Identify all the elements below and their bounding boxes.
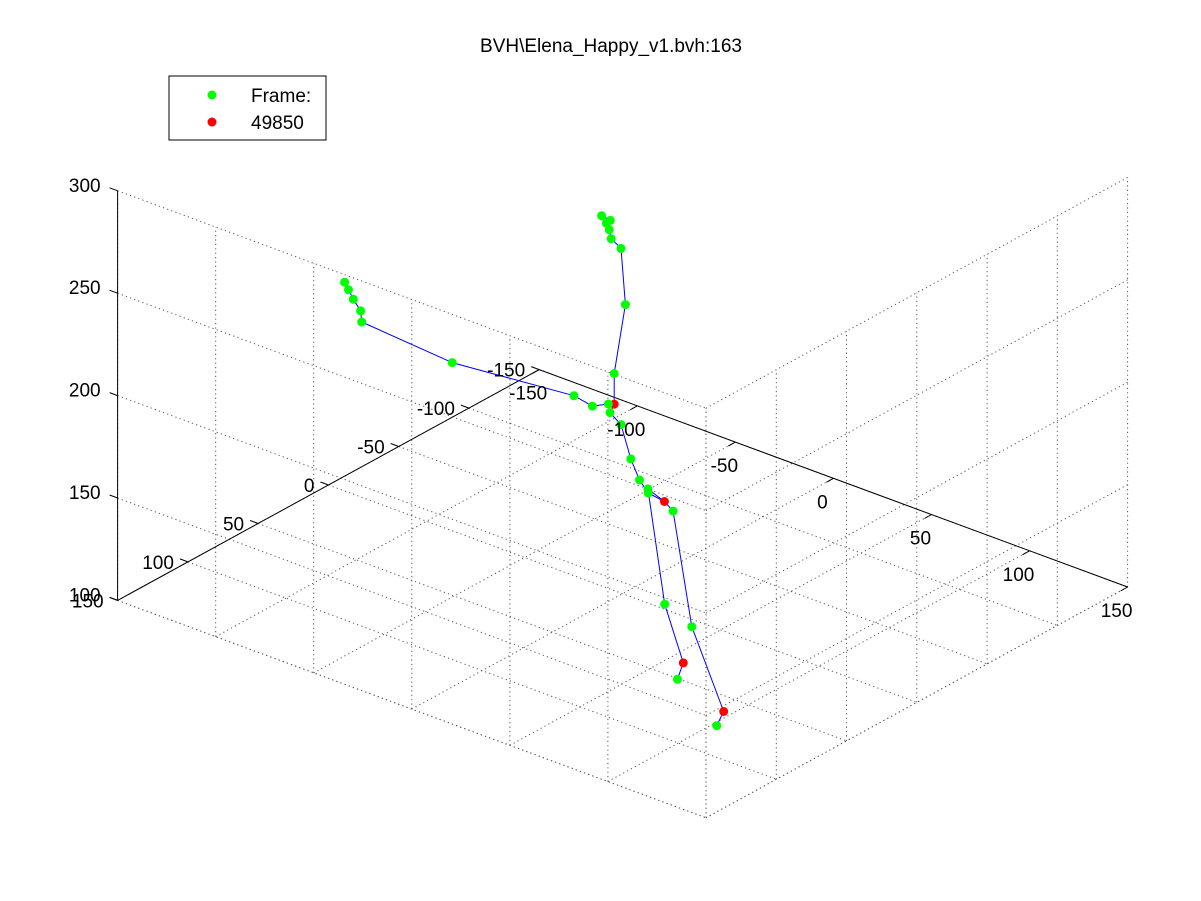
joint-point bbox=[344, 285, 353, 295]
z-tick-mark bbox=[109, 392, 118, 397]
bone-segment bbox=[664, 604, 684, 664]
tick-labels: -150-100-50050100150-150-100-50050100150… bbox=[69, 176, 1133, 622]
x-tick-label: -50 bbox=[711, 456, 738, 477]
x-tick-label: 0 bbox=[817, 492, 828, 513]
axis-layer bbox=[109, 187, 1128, 601]
z-tick-label: 300 bbox=[69, 176, 101, 197]
joint-point bbox=[672, 674, 682, 684]
joint-point bbox=[616, 243, 626, 253]
joint-point bbox=[597, 211, 607, 221]
bone-segment bbox=[620, 424, 632, 460]
legend-marker-frame bbox=[207, 90, 217, 100]
legend: Frame: 49850 bbox=[168, 75, 327, 141]
y-tick-mark bbox=[320, 481, 329, 486]
y-tick-mark bbox=[179, 558, 189, 563]
joint-point bbox=[447, 358, 457, 368]
z-tick-label: 250 bbox=[69, 278, 101, 299]
joint-point bbox=[340, 277, 350, 287]
bone-segment bbox=[691, 626, 725, 712]
grid-line bbox=[705, 279, 1128, 512]
chart-title: BVH\Elena_Happy_v1.bvh:163 bbox=[480, 36, 742, 57]
bone-segment bbox=[647, 488, 666, 605]
y-tick-mark bbox=[249, 520, 259, 524]
x-tick-mark bbox=[1022, 550, 1030, 556]
z-tick-mark bbox=[109, 187, 118, 192]
joint-point bbox=[348, 294, 358, 304]
legend-box bbox=[168, 75, 327, 141]
joint-point bbox=[606, 234, 616, 244]
x-tick-mark bbox=[728, 441, 736, 447]
x-tick-mark bbox=[531, 369, 540, 375]
x-tick-mark bbox=[924, 514, 932, 519]
x-tick-label: 150 bbox=[1101, 601, 1133, 622]
bone-segment bbox=[620, 248, 626, 305]
joint-point bbox=[616, 420, 626, 430]
grid-line bbox=[705, 381, 1128, 614]
y-tick-label: -100 bbox=[417, 399, 455, 420]
legend-label-frame-number: 49850 bbox=[251, 113, 304, 134]
x-tick-mark bbox=[826, 477, 834, 483]
y-tick-label: 150 bbox=[72, 591, 104, 612]
y-tick-label: -150 bbox=[487, 361, 525, 382]
z-tick-mark bbox=[109, 494, 118, 499]
joint-point bbox=[609, 369, 619, 378]
joint-point bbox=[712, 721, 722, 731]
bone-segment bbox=[452, 362, 575, 397]
grid-line bbox=[705, 176, 1128, 409]
joint-point bbox=[357, 317, 367, 327]
y-tick-mark bbox=[531, 366, 540, 371]
y-tick-label: -50 bbox=[357, 438, 384, 459]
y-tick-mark bbox=[460, 404, 470, 409]
joint-point bbox=[643, 488, 653, 498]
z-tick-mark bbox=[109, 289, 118, 294]
y-tick-label: 50 bbox=[223, 515, 244, 536]
marked-joint-point bbox=[659, 497, 669, 506]
marked-joint-point bbox=[719, 707, 729, 716]
joint-point bbox=[668, 506, 678, 516]
y-tick-label: 0 bbox=[304, 476, 315, 497]
joint-point bbox=[620, 300, 630, 310]
x-tick-label: -150 bbox=[509, 384, 547, 405]
grid-line bbox=[705, 484, 1128, 716]
y-tick-label: 100 bbox=[142, 553, 174, 574]
x-tick-label: -100 bbox=[607, 420, 645, 441]
bone-segment bbox=[361, 321, 453, 364]
joint-point bbox=[603, 399, 613, 409]
x-tick-label: 50 bbox=[910, 529, 931, 550]
joint-point bbox=[635, 475, 644, 485]
grid-line bbox=[313, 441, 736, 674]
legend-marker-frame-number bbox=[207, 117, 217, 127]
z-tick-mark bbox=[109, 596, 118, 601]
joint-point bbox=[569, 391, 579, 401]
joint-point bbox=[687, 622, 697, 632]
grid-line bbox=[215, 405, 638, 638]
joint-point bbox=[626, 454, 636, 464]
joint-point bbox=[605, 408, 615, 418]
x-tick-label: 100 bbox=[1003, 565, 1035, 586]
legend-label-frame: Frame: bbox=[251, 86, 311, 107]
skeleton-joints bbox=[340, 211, 729, 731]
joint-point bbox=[587, 401, 597, 411]
grid-line bbox=[705, 586, 1128, 819]
bone-segment bbox=[613, 304, 626, 374]
grid-line bbox=[607, 550, 1030, 783]
x-tick-mark bbox=[1120, 586, 1128, 592]
marked-joint-point bbox=[678, 658, 688, 668]
joint-point bbox=[356, 306, 366, 316]
z-tick-label: 200 bbox=[69, 381, 101, 402]
y-tick-mark bbox=[390, 443, 399, 447]
z-tick-label: 100 bbox=[69, 585, 101, 606]
z-tick-label: 150 bbox=[69, 483, 101, 504]
grid-line bbox=[411, 477, 834, 710]
bone-segment bbox=[672, 511, 693, 627]
joint-point bbox=[660, 599, 670, 609]
x-tick-mark bbox=[630, 405, 638, 411]
joint-point bbox=[605, 215, 615, 225]
